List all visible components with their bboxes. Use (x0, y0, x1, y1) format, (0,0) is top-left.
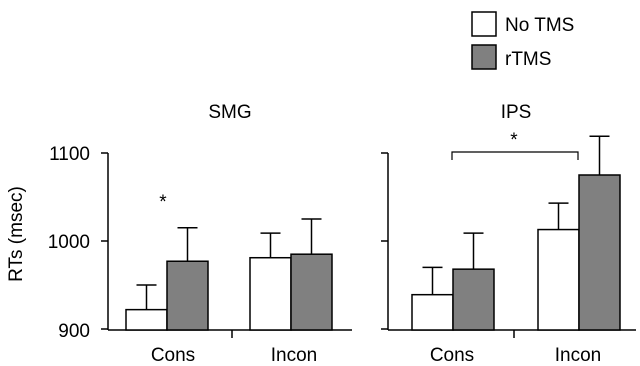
panel-title-smg: SMG (208, 102, 251, 123)
legend-label-no-tms: No TMS (505, 15, 574, 36)
legend: No TMS rTMS (471, 11, 574, 70)
bar-ips-incon-no-tms (537, 228, 580, 331)
y-tick-label-1000: 1000 (48, 232, 90, 253)
category-label-smg-incon: Incon (271, 345, 317, 366)
significance-star-ips: * (510, 130, 518, 151)
bar-ips-incon-rtms (578, 174, 621, 331)
bar-smg-cons-rtms (166, 260, 209, 331)
legend-label-rtms: rTMS (505, 49, 551, 70)
bar-smg-cons-no-tms (125, 308, 168, 331)
legend-swatch-rtms (471, 44, 497, 70)
bar-smg-incon-no-tms (249, 256, 292, 331)
legend-swatch-no-tms (471, 11, 497, 37)
significance-star-smg: * (159, 192, 167, 213)
category-label-ips-cons: Cons (430, 345, 474, 366)
bar-smg-incon-rtms (290, 253, 333, 331)
y-tick-label-1100: 1100 (49, 144, 90, 165)
bar-ips-cons-no-tms (411, 293, 454, 331)
category-label-ips-incon: Incon (555, 345, 601, 366)
significance-bracket-ips (451, 151, 579, 160)
category-label-smg-cons: Cons (151, 345, 195, 366)
chart-marks (101, 135, 636, 338)
panel-title-ips: IPS (501, 102, 532, 123)
y-axis-label: RTs (msec) (6, 186, 27, 282)
bar-ips-cons-rtms (452, 268, 495, 331)
y-tick-label-900: 900 (58, 321, 90, 342)
